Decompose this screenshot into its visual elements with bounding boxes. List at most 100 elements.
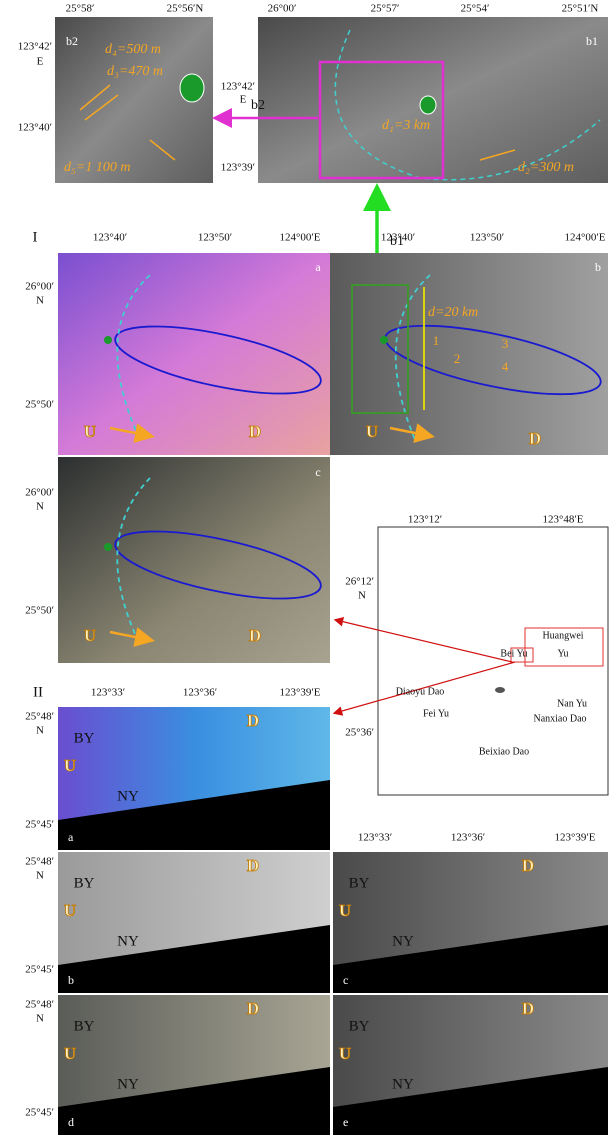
tick-label: 25°51′N [562, 3, 599, 15]
panel-label: d [68, 1115, 74, 1129]
annotation: 2 [454, 351, 461, 366]
annotation: d₅=1 100 m [64, 160, 130, 175]
tick-label: 26°00′ [268, 3, 297, 15]
place-label: Beixiao Dao [479, 746, 529, 757]
annotation: NY [117, 1076, 139, 1092]
tick-label: 25°45′ [25, 819, 54, 831]
place-label: Fei Yu [423, 708, 449, 719]
tick-label: 123°33′ [358, 832, 392, 844]
annotation: U [339, 901, 351, 920]
tick-label: 124°00′E [279, 232, 320, 244]
island [495, 687, 505, 693]
tick-label: N [36, 501, 44, 513]
tick-label: 26°00′ [25, 281, 54, 293]
tick-label: N [36, 1013, 44, 1025]
tick-label: 25°50′ [25, 605, 54, 617]
annotation: d₁=3 km [382, 118, 430, 133]
annotation: d₂=300 m [518, 160, 574, 175]
annotation: D [247, 856, 259, 875]
annotation: NY [392, 1076, 414, 1092]
annotation: D [522, 999, 534, 1018]
tick-label: 123°39′ [221, 162, 255, 174]
annotation: U [366, 422, 378, 441]
panel-label: b [68, 973, 74, 987]
place-label: Bei Yu [500, 648, 527, 659]
tick-label: 25°58′ [66, 3, 95, 15]
annotation: 4 [502, 359, 509, 374]
tick-label: 25°36′ [345, 727, 374, 739]
annotation: U [64, 901, 76, 920]
panel-label: b1 [586, 34, 598, 48]
tick-label: 123°36′ [451, 832, 485, 844]
annotation: NY [392, 933, 414, 949]
arrow-label: b2 [251, 98, 265, 113]
place-label: Diaoyu Dao [396, 686, 445, 697]
panel-label: a [68, 830, 74, 844]
tick-label: 25°45′ [25, 964, 54, 976]
annotation: BY [349, 1018, 370, 1034]
tick-label: 25°50′ [25, 399, 54, 411]
tick-label: N [358, 590, 366, 602]
panel-Ia [58, 253, 330, 455]
place-label: Huangwei [542, 630, 583, 641]
tick-label: N [36, 725, 44, 737]
tick-label: 123°39′E [279, 687, 320, 699]
tick-label: 26°00′ [25, 487, 54, 499]
tick-label: N [36, 870, 44, 882]
annotation: d=20 km [428, 305, 478, 320]
panel-label: e [343, 1115, 348, 1129]
tick-label: E [240, 94, 247, 106]
annotation: BY [74, 875, 95, 891]
annotation: NY [117, 933, 139, 949]
annotation: d₃=470 m [107, 64, 163, 79]
panel-label: c [315, 465, 320, 479]
tick-label: 123°40′ [381, 232, 415, 244]
annotation: 1 [433, 333, 440, 348]
place-label: Nanxiao Dao [533, 713, 586, 724]
annotation: d₄=500 m [105, 42, 161, 57]
place-label: Nan Yu [557, 698, 587, 709]
tick-label: 123°42′ [221, 81, 255, 93]
panel-label: a [315, 260, 321, 274]
tick-label: 25°48′ [25, 856, 54, 868]
tick-label: 25°56′N [167, 3, 204, 15]
annotation: U [64, 1044, 76, 1063]
tick-label: 26°12′ [345, 576, 374, 588]
annotation: D [249, 422, 261, 441]
island [180, 74, 204, 102]
annotation: BY [349, 875, 370, 891]
tick-label: N [36, 295, 44, 307]
annotation: D [249, 626, 261, 645]
tick-label: 123°50′ [198, 232, 232, 244]
tick-label: 123°48′E [542, 514, 583, 526]
tick-label: 25°54′ [461, 3, 490, 15]
panel-label: b [595, 260, 601, 274]
tick-label: 123°42′ [18, 41, 52, 53]
panel-label: c [343, 973, 348, 987]
annotation: BY [74, 1018, 95, 1034]
tick-label: 25°48′ [25, 711, 54, 723]
annotation: 3 [502, 336, 509, 351]
annotation: D [522, 856, 534, 875]
tick-label: E [37, 56, 44, 68]
annotation: U [339, 1044, 351, 1063]
annotation: BY [74, 730, 95, 746]
tick-label: 123°40′ [18, 122, 52, 134]
panel-label: b2 [66, 34, 78, 48]
tick-label: 123°50′ [470, 232, 504, 244]
place-label: Yu [557, 648, 568, 659]
annotation: U [84, 422, 96, 441]
figure: b225°58′25°56′N123°42′E123°40′d₄=500 md₃… [0, 0, 610, 1135]
tick-label: 25°57′ [371, 3, 400, 15]
annotation: D [529, 429, 541, 448]
tick-label: 123°12′ [408, 514, 442, 526]
tick-label: 25°48′ [25, 999, 54, 1011]
annotation: U [64, 756, 76, 775]
tick-label: 124°00′E [564, 232, 605, 244]
annotation: U [84, 626, 96, 645]
tick-label: 25°45′ [25, 1107, 54, 1119]
section-label: I [33, 229, 38, 245]
annotation: NY [117, 788, 139, 804]
tick-label: 123°39′E [554, 832, 595, 844]
island [420, 96, 436, 114]
